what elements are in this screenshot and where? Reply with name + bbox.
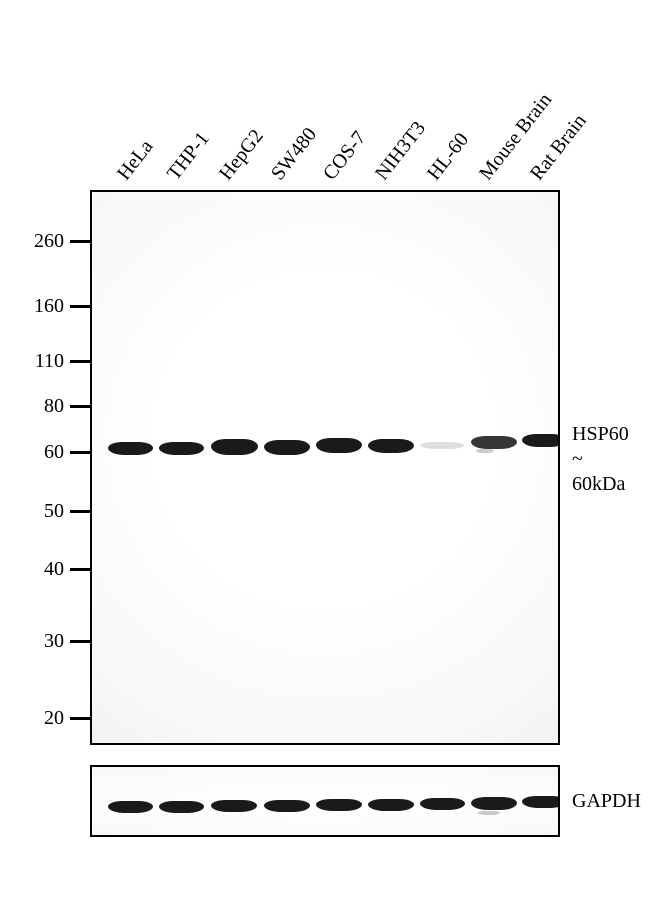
lane-label: SW480 [267,124,322,185]
band-mouse-brain-minor [476,449,494,453]
mw-value: 80 [44,395,70,418]
blot-loading-gapdh [90,765,560,837]
mw-marker: 50 [44,500,90,523]
mw-tick [70,640,90,643]
mw-marker: 160 [34,295,90,318]
mw-marker: 110 [35,350,90,373]
band-cos7 [316,438,362,453]
lane-label: COS-7 [319,127,371,185]
gapdh-band-thp1 [159,801,204,813]
mw-tick [70,717,90,720]
lane-label: THP-1 [163,128,215,185]
mw-tick [70,405,90,408]
mw-value: 110 [35,350,70,373]
mw-tick [70,451,90,454]
mw-value: 260 [34,230,70,253]
mw-value: 20 [44,707,70,730]
band-nih3t3 [368,439,414,453]
blot-main-hsp60 [90,190,560,745]
target-label-line2: ~ 60kDa [572,447,630,497]
mw-value: 60 [44,441,70,464]
band-hl60 [420,442,464,449]
western-blot-figure: HeLa THP-1 HepG2 SW480 COS-7 NIH3T3 HL-6… [20,25,630,885]
mw-marker: 60 [44,441,90,464]
lane-label: HepG2 [215,125,269,185]
mw-marker: 40 [44,558,90,581]
gapdh-band-nih3t3 [368,799,414,811]
mw-tick [70,305,90,308]
mw-tick [70,568,90,571]
target-label-hsp60: HSP60 ~ 60kDa [572,422,630,497]
band-hela [108,442,153,455]
band-sw480 [264,440,310,455]
gapdh-band-hepg2 [211,800,257,812]
band-thp1 [159,442,204,455]
mw-tick [70,510,90,513]
mw-value: 40 [44,558,70,581]
target-label-line1: HSP60 [572,422,630,447]
lane-labels-group: HeLa THP-1 HepG2 SW480 COS-7 NIH3T3 HL-6… [95,25,565,185]
lane-label: HeLa [113,136,158,185]
gapdh-band-sw480 [264,800,310,812]
mw-marker: 260 [34,230,90,253]
lane-label: NIH3T3 [371,117,431,185]
mw-value: 160 [34,295,70,318]
band-mouse-brain [471,436,517,449]
mw-tick [70,240,90,243]
gapdh-band-rat-brain [522,796,560,808]
mw-marker: 30 [44,630,90,653]
mw-marker: 20 [44,707,90,730]
gapdh-band-cos7 [316,799,362,811]
gapdh-band-mouse-brain [471,797,517,810]
mw-value: 50 [44,500,70,523]
band-rat-brain [522,434,560,447]
gapdh-band-hl60 [420,798,465,810]
loading-label-gapdh: GAPDH [572,789,641,814]
hsp60-bands [92,192,558,222]
gapdh-band-hela [108,801,153,813]
mw-marker: 80 [44,395,90,418]
mw-tick [70,360,90,363]
lane-label: HL-60 [423,129,474,185]
gapdh-band-mouse-brain-minor [478,811,500,815]
mw-value: 30 [44,630,70,653]
band-hepg2 [211,439,258,455]
